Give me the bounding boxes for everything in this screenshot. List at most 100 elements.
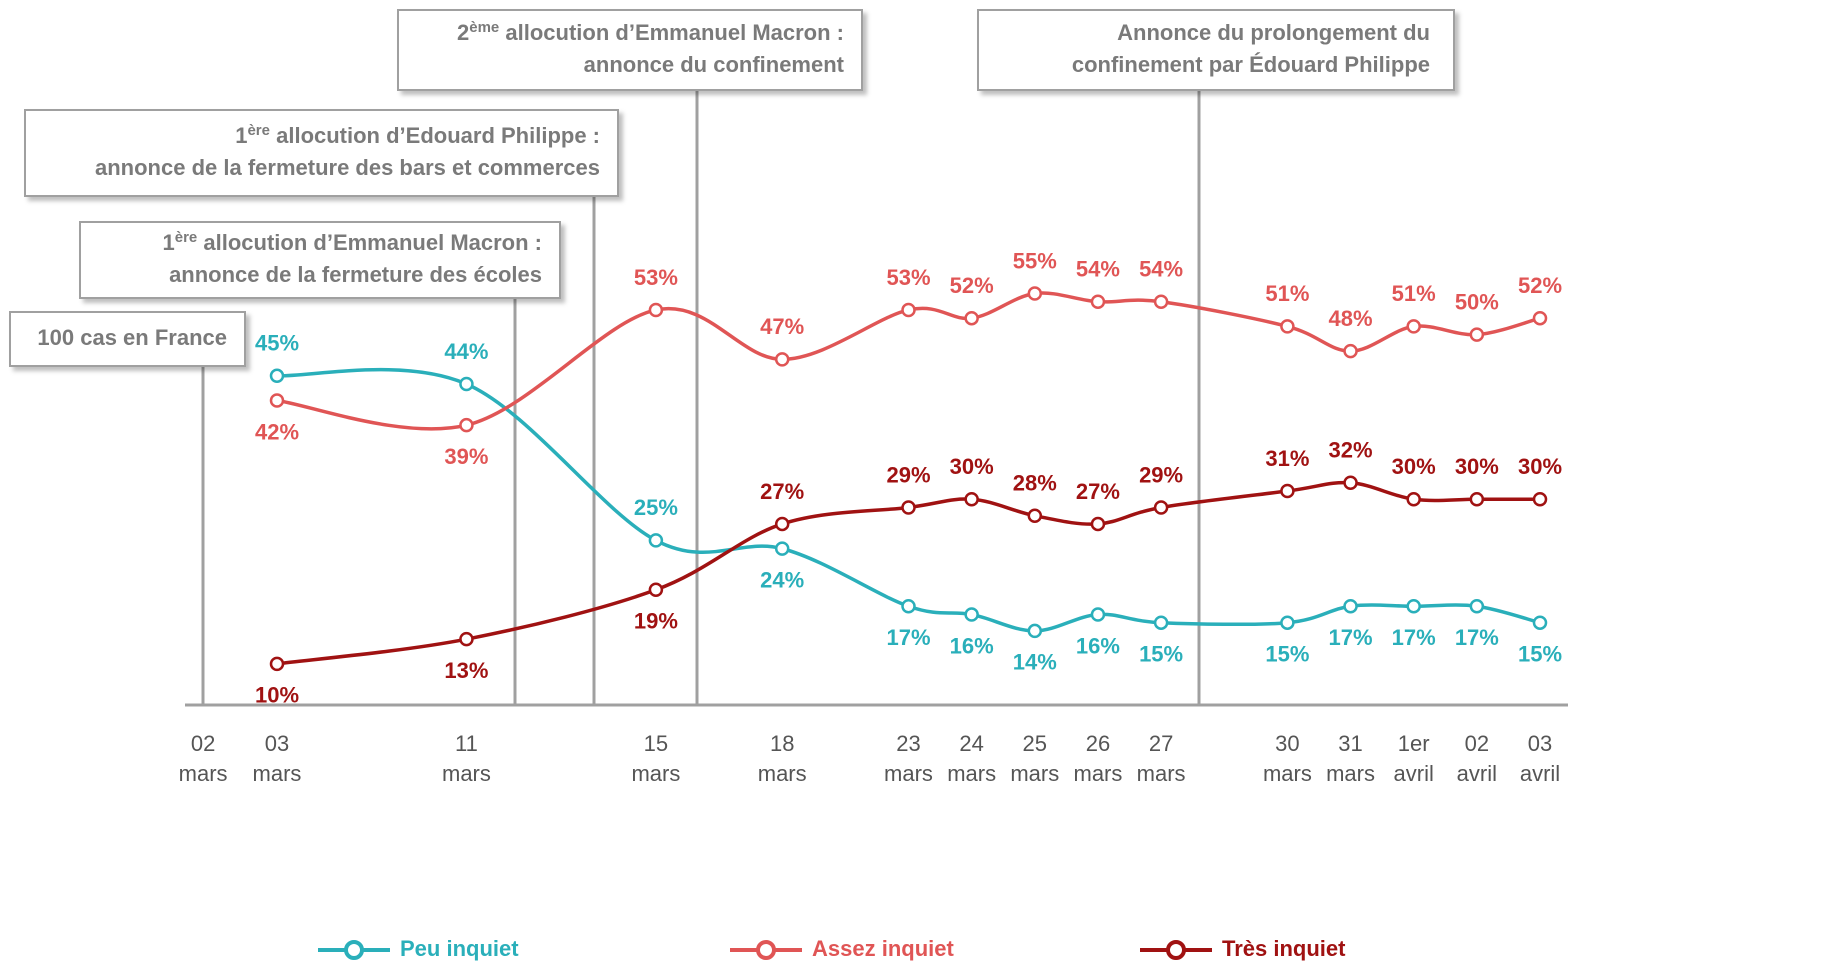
- value-label: 14%: [1013, 650, 1057, 675]
- value-label: 27%: [760, 479, 804, 504]
- value-label: 15%: [1518, 642, 1562, 667]
- data-point: [1406, 319, 1421, 334]
- x-tick-label: 24 mars: [947, 731, 996, 786]
- value-label: 51%: [1265, 281, 1309, 306]
- data-point: [1153, 294, 1169, 309]
- legend-marker: [344, 940, 364, 960]
- x-tick-label: 31 mars: [1326, 731, 1375, 786]
- annotation-text-part: Annonce du prolongement du: [1117, 20, 1430, 45]
- value-label: 29%: [886, 462, 930, 487]
- legend-marker: [1166, 940, 1186, 960]
- annotation-text: 2ème allocution d’Emmanuel Macron :: [457, 19, 844, 45]
- data-point: [1090, 607, 1106, 622]
- data-point: [1027, 286, 1043, 301]
- x-tick-label: 27 mars: [1137, 731, 1186, 786]
- data-point: [1280, 483, 1295, 499]
- annotation-text-part: 2: [457, 20, 469, 45]
- x-tick-label: 30 mars: [1263, 731, 1312, 786]
- value-label: 44%: [444, 339, 488, 364]
- x-tick-label: 1er avril: [1394, 731, 1434, 786]
- value-label: 19%: [634, 609, 678, 634]
- value-label: 55%: [1013, 248, 1057, 273]
- data-point: [1406, 598, 1421, 614]
- annotation-text: 100 cas en France: [37, 325, 227, 350]
- x-tick-label: 02 avril: [1457, 731, 1497, 786]
- annotation-text-part: 100 cas en France: [37, 325, 227, 350]
- data-point: [901, 302, 916, 318]
- data-point: [1153, 500, 1169, 515]
- data-point: [1090, 516, 1106, 532]
- data-point: [269, 393, 285, 408]
- data-point: [1280, 319, 1295, 334]
- annotation-text-part: allocution d’Emmanuel Macron :: [499, 20, 844, 45]
- value-label: 50%: [1455, 289, 1499, 314]
- x-tick-label: 11 mars: [442, 731, 491, 786]
- data-point: [269, 368, 285, 384]
- value-label: 30%: [1518, 454, 1562, 479]
- series-line: [276, 480, 1540, 666]
- annotation-box: [24, 109, 619, 197]
- data-point: [1343, 343, 1358, 359]
- value-label: 32%: [1329, 438, 1373, 463]
- data-point: [964, 310, 979, 326]
- annotation-text: 1ère allocution d’Edouard Philippe :: [235, 122, 600, 148]
- legend-marker: [756, 940, 776, 960]
- data-point: [648, 533, 664, 548]
- annotation-text: Annonce du prolongement du: [1117, 20, 1430, 45]
- annotation-text-part: allocution d’Emmanuel Macron :: [197, 230, 542, 255]
- annotation-box: [977, 9, 1455, 91]
- value-label: 10%: [255, 683, 299, 708]
- annotation-text-part: 1: [235, 123, 247, 148]
- value-label: 13%: [444, 658, 488, 683]
- annotation-text-part: annonce de la fermeture des bars et comm…: [95, 155, 600, 180]
- x-tick-label: 26 mars: [1074, 731, 1123, 786]
- data-point: [459, 631, 474, 647]
- legend-label: Peu inquiet: [400, 936, 519, 961]
- annotation-text: 1ère allocution d’Emmanuel Macron :: [163, 229, 543, 255]
- annotation-text-part: ère: [175, 229, 198, 246]
- annotation-text-part: annonce de la fermeture des écoles: [169, 262, 542, 287]
- value-label: 53%: [634, 265, 678, 290]
- x-tick-label: 15 mars: [631, 731, 680, 786]
- data-point: [1532, 615, 1548, 630]
- value-label: 30%: [950, 454, 994, 479]
- annotation-text-part: ème: [469, 19, 499, 36]
- data-point: [459, 376, 474, 392]
- value-label: 17%: [1392, 625, 1436, 650]
- value-label: 48%: [1329, 306, 1373, 331]
- value-label: 39%: [444, 444, 488, 469]
- legend-label: Très inquiet: [1222, 936, 1346, 961]
- annotation-text-part: 1: [163, 230, 175, 255]
- annotation-text-part: allocution d’Edouard Philippe :: [270, 123, 600, 148]
- value-label: 25%: [634, 495, 678, 520]
- data-point: [648, 582, 664, 598]
- value-label: 15%: [1265, 642, 1309, 667]
- value-label: 15%: [1139, 642, 1183, 667]
- data-point: [774, 541, 790, 556]
- x-tick-label: 25 mars: [1010, 731, 1059, 786]
- annotation-text-part: confinement par Édouard Philippe: [1072, 52, 1430, 77]
- data-point: [1406, 492, 1421, 507]
- value-label: 27%: [1076, 479, 1120, 504]
- annotation-text-part: ère: [247, 122, 270, 139]
- data-point: [1027, 623, 1043, 639]
- data-point: [1469, 492, 1485, 507]
- value-label: 30%: [1392, 454, 1436, 479]
- value-label: 17%: [1455, 625, 1499, 650]
- annotation-text-part: annonce du confinement: [584, 52, 845, 77]
- value-label: 16%: [1076, 633, 1120, 658]
- value-label: 31%: [1265, 446, 1309, 471]
- value-label: 17%: [1329, 625, 1373, 650]
- value-label: 54%: [1139, 257, 1183, 282]
- value-label: 51%: [1392, 281, 1436, 306]
- value-label: 29%: [1139, 462, 1183, 487]
- data-point: [1090, 294, 1106, 309]
- data-point: [459, 417, 474, 433]
- value-label: 52%: [950, 273, 994, 298]
- data-point: [1343, 475, 1358, 491]
- value-label: 52%: [1518, 273, 1562, 298]
- value-label: 47%: [760, 314, 804, 339]
- value-label: 45%: [255, 331, 299, 356]
- data-point: [648, 302, 664, 318]
- annotation-box: [9, 311, 246, 367]
